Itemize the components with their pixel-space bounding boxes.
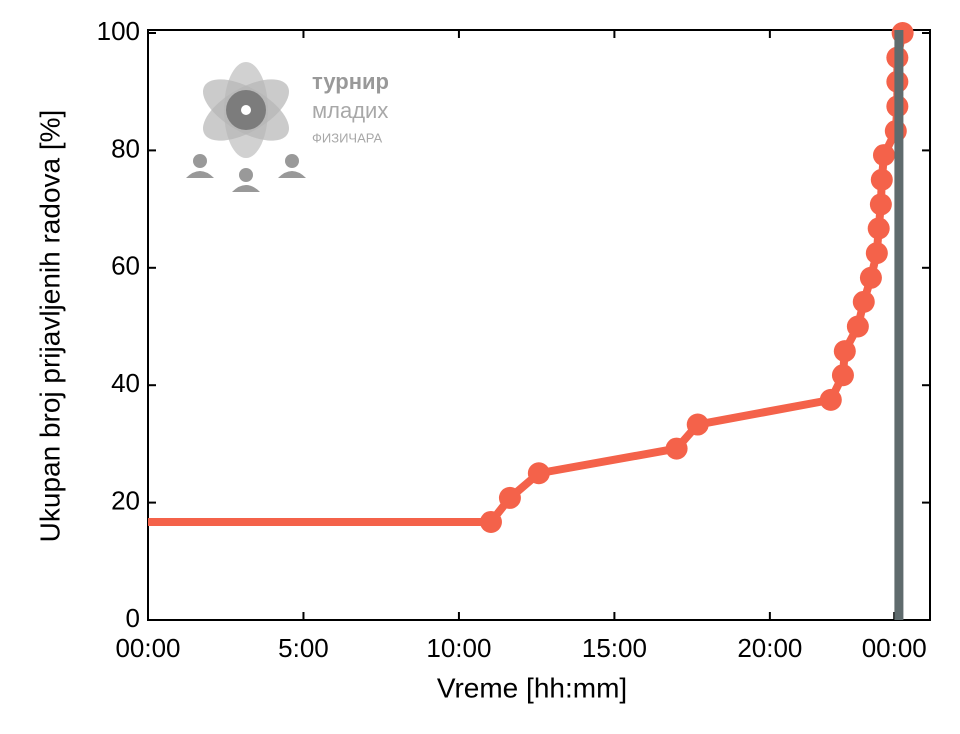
data-point: [833, 340, 856, 363]
x-tick-label: 20:00: [737, 633, 802, 663]
y-tick-label: 40: [111, 368, 140, 398]
logo-text: младих: [312, 98, 388, 123]
logo-text: турнир: [312, 69, 389, 94]
data-point: [527, 462, 550, 485]
y-tick-label: 0: [126, 603, 140, 633]
plot-frame: [147, 29, 931, 621]
x-tick-label: 15:00: [582, 633, 647, 663]
data-point: [867, 217, 890, 240]
data-point: [865, 242, 888, 265]
y-axis-label: Ukupan broj prijavljenih radova [%]: [34, 110, 65, 543]
data-point: [869, 193, 892, 216]
x-tick-label: 00:00: [862, 633, 927, 663]
y-tick-label: 60: [111, 251, 140, 281]
data-point: [498, 486, 521, 509]
y-tick-label: 80: [111, 133, 140, 163]
data-point: [859, 266, 882, 289]
x-tick-label: 00:00: [115, 633, 180, 663]
y-tick-label: 100: [97, 16, 140, 46]
data-point: [479, 510, 502, 533]
data-point: [870, 168, 893, 191]
data-point: [819, 388, 842, 411]
data-point: [665, 437, 688, 460]
x-axis-label: Vreme [hh:mm]: [437, 672, 627, 703]
y-tick-label: 20: [111, 485, 140, 515]
data-point: [831, 364, 854, 387]
x-tick-label: 10:00: [426, 633, 491, 663]
data-point: [852, 290, 875, 313]
logo-text: ФИЗИЧАРА: [312, 130, 383, 145]
data-point: [872, 144, 895, 167]
logo: турнир младих ФИЗИЧАРА: [186, 62, 389, 192]
x-tick-label: 5:00: [278, 633, 329, 663]
data-point: [686, 413, 709, 436]
data-point: [846, 315, 869, 338]
data-line: [487, 32, 907, 525]
